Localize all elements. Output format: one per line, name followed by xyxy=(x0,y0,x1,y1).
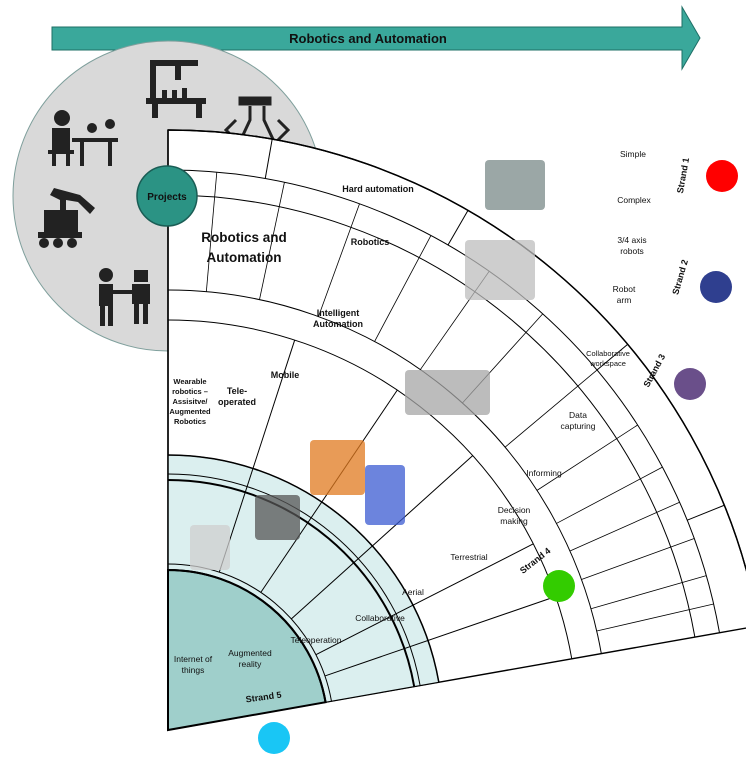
strand-dot-2 xyxy=(700,271,732,303)
packaging-machine-photo xyxy=(485,160,545,210)
segment-label-hard-automation: Hard automation xyxy=(342,184,414,194)
outer-label-iot-1: Internet of xyxy=(174,654,213,664)
outer-label-aerial: Aerial xyxy=(402,587,424,597)
wearable-line3: Assisitve/ xyxy=(172,397,208,406)
segment-label-teleoperated-2: operated xyxy=(218,397,256,407)
segment-label-intelligent-automation-2: Automation xyxy=(313,319,363,329)
outer-label-ar-1: Augmented xyxy=(228,648,272,658)
strand-label-2: Strand 2 xyxy=(670,258,690,295)
outer-label-decision-2: making xyxy=(500,516,528,526)
core-label-line2: Automation xyxy=(207,250,282,265)
projects-label: Projects xyxy=(147,192,187,203)
outer-label-34axis-2: robots xyxy=(620,246,644,256)
segment-label-teleoperated-1: Tele- xyxy=(227,386,247,396)
segment-divider-3 xyxy=(315,543,534,656)
projects-bubble[interactable] xyxy=(136,165,198,227)
strand-divider-2 xyxy=(596,343,628,371)
item-divider-7 xyxy=(536,424,638,491)
wearable-line4: Augmented xyxy=(169,407,211,416)
outer-label-ar-2: reality xyxy=(239,659,262,669)
segment-label-mobile: Mobile xyxy=(271,370,300,380)
item-divider-8 xyxy=(556,466,663,524)
outer-label-teleoperation: Teleoperation xyxy=(290,635,341,645)
segment-label-intelligent-automation-1: Intelligent xyxy=(317,308,360,318)
ring-arc-0 xyxy=(167,569,327,703)
segment-divider-2 xyxy=(291,455,474,620)
quadrant-rings xyxy=(167,129,746,732)
outer-label-informing: Informing xyxy=(526,468,562,478)
strand-label-5: Strand 5 xyxy=(245,690,282,705)
pick-and-place-robot-icon xyxy=(146,60,206,118)
item-divider-11 xyxy=(590,575,707,610)
strand-divider-0 xyxy=(264,139,273,179)
ring-arc-2 xyxy=(167,479,416,687)
tracked-robot-arm-icon xyxy=(38,188,95,248)
item-divider-3 xyxy=(374,235,432,342)
banner-title: Robotics and Automation xyxy=(289,31,447,46)
outer-label-34axis-1: 3/4 axis xyxy=(617,235,646,245)
item-divider-0 xyxy=(205,172,218,292)
engineer-desk-icon xyxy=(48,110,118,166)
item-divider-10 xyxy=(581,538,695,580)
robot-arm-workcell-photo xyxy=(405,370,490,415)
wearable-line1: Wearable xyxy=(173,377,206,386)
ring-arc-9 xyxy=(167,129,746,572)
item-divider-2 xyxy=(318,203,360,317)
exoskeleton-robot-photo xyxy=(190,525,230,570)
outer-label-data-1: Data xyxy=(569,410,587,420)
humanoid-robot-photo xyxy=(365,465,405,525)
outer-label-collaborative: Collaborative xyxy=(355,613,405,623)
outer-label-robot-arm-1: Robot xyxy=(613,284,636,294)
photo-group xyxy=(190,160,545,570)
outer-label-collab-ws-1: Collaborative xyxy=(586,349,630,358)
item-divider-12 xyxy=(596,603,714,632)
strand-divider-1 xyxy=(447,210,469,246)
wearable-line5: Robotics xyxy=(174,417,206,426)
strand-dot-3 xyxy=(674,368,706,400)
segment-label-wearable: Wearable robotics – Assisitve/ Augmented… xyxy=(169,377,211,426)
outer-label-data-2: capturing xyxy=(561,421,596,431)
wearable-line2: robotics – xyxy=(172,387,208,396)
item-divider-1 xyxy=(259,182,285,300)
dual-arm-robot-photo xyxy=(465,240,535,300)
outer-label-simple: Simple xyxy=(620,149,646,159)
core-label-line1: Robotics and xyxy=(201,230,287,245)
segment-divider-0 xyxy=(218,339,296,573)
mobile-robot-photo xyxy=(310,440,365,495)
strand-dot-5 xyxy=(258,722,290,754)
outer-label-iot-2: things xyxy=(182,665,205,675)
strand-label-1: Strand 1 xyxy=(675,157,691,194)
outer-label-robot-arm-2: arm xyxy=(617,295,632,305)
human-robot-handshake-icon xyxy=(99,268,150,326)
item-divider-6 xyxy=(504,369,598,448)
outer-label-complex: Complex xyxy=(617,195,651,205)
outer-label-decision-1: Decision xyxy=(498,505,531,515)
item-divider-9 xyxy=(569,501,680,552)
ring-arc-3 xyxy=(167,473,421,686)
teleoperated-robot-photo xyxy=(255,495,300,540)
strand-dot-1 xyxy=(706,160,738,192)
ring-arc-4 xyxy=(167,454,440,683)
segment-label-robotics: Robotics xyxy=(351,237,390,247)
segment-divider-4 xyxy=(324,596,556,677)
outer-label-terrestrial: Terrestrial xyxy=(450,552,487,562)
strand-dot-4 xyxy=(543,570,575,602)
strand-divider-3 xyxy=(687,504,725,521)
outer-label-collab-ws-2: workspace xyxy=(589,359,626,368)
